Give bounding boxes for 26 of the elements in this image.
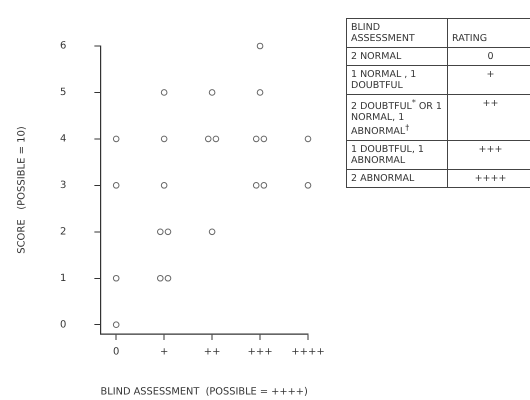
text: 2 NORMAL <box>346 48 448 66</box>
text: ++ <box>448 94 530 141</box>
x-tick-label: ++++ <box>291 346 325 358</box>
y-tick-label: 4 <box>60 133 66 144</box>
text: 2 ABNORMAL <box>346 170 448 188</box>
y-tick-label: 1 <box>60 272 66 284</box>
x-tick-label: 0 <box>113 346 120 358</box>
y-tick-label: 6 <box>60 40 66 52</box>
text: 2 DOUBTFUL$^{*}$ OR 1 NORMAL, 1 ABNORMAL$^{†}$ <box>351 98 442 138</box>
text: + <box>448 66 530 94</box>
y-axis-title: SCORE (POSSIBLE = 10) <box>16 126 28 254</box>
x-tick-label: ++ <box>204 346 220 358</box>
text: 1 DOUBTFUL, 1 ABNORMAL <box>346 140 448 170</box>
y-tick-label: 3 <box>60 180 66 191</box>
y-tick-label: 5 <box>60 87 66 98</box>
x-axis-title: BLIND ASSESSMENT (POSSIBLE = ++++) <box>100 386 308 398</box>
text: ++++ <box>448 170 530 188</box>
x-tick-label: + <box>160 346 168 358</box>
text: BLIND ASSESSMENT <box>346 18 448 48</box>
text: 1 NORMAL , 1 DOUBTFUL <box>346 66 448 94</box>
text: RATING <box>448 18 530 48</box>
y-tick-label: 0 <box>60 319 66 330</box>
y-tick-label: 2 <box>60 226 66 238</box>
text: 0 <box>448 48 530 66</box>
x-tick-label: +++ <box>247 346 273 358</box>
text: +++ <box>448 140 530 170</box>
